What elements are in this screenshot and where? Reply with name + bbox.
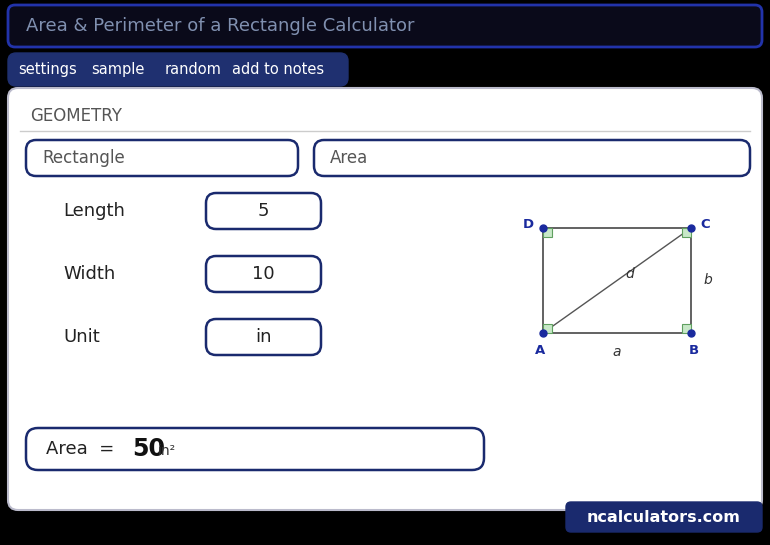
Text: sample: sample — [92, 62, 145, 77]
FancyBboxPatch shape — [314, 140, 750, 176]
Text: 10: 10 — [253, 265, 275, 283]
Text: Area & Perimeter of a Rectangle Calculator: Area & Perimeter of a Rectangle Calculat… — [26, 17, 414, 35]
Bar — [543, 228, 552, 237]
Text: random: random — [165, 62, 222, 77]
Text: A: A — [535, 344, 545, 357]
Text: D: D — [523, 219, 534, 232]
FancyBboxPatch shape — [26, 428, 484, 470]
FancyBboxPatch shape — [8, 88, 762, 510]
Text: Area  =: Area = — [46, 440, 120, 458]
Text: settings: settings — [18, 62, 77, 77]
FancyBboxPatch shape — [8, 53, 348, 86]
Text: C: C — [700, 219, 710, 232]
FancyBboxPatch shape — [566, 502, 762, 532]
Bar — [682, 324, 691, 333]
Text: Length: Length — [63, 202, 125, 220]
Text: 50: 50 — [132, 437, 165, 461]
FancyBboxPatch shape — [8, 5, 762, 47]
FancyBboxPatch shape — [206, 256, 321, 292]
Bar — [682, 228, 691, 237]
Bar — [543, 228, 691, 333]
FancyBboxPatch shape — [26, 140, 298, 176]
Text: Unit: Unit — [63, 328, 100, 346]
Text: 5: 5 — [258, 202, 269, 220]
Text: B: B — [689, 344, 699, 357]
Text: GEOMETRY: GEOMETRY — [30, 107, 122, 125]
Text: b: b — [703, 274, 711, 288]
FancyBboxPatch shape — [206, 193, 321, 229]
Text: Area: Area — [330, 149, 368, 167]
Text: in²: in² — [158, 444, 176, 458]
Text: d: d — [625, 268, 634, 282]
Text: Width: Width — [63, 265, 116, 283]
Text: Rectangle: Rectangle — [42, 149, 125, 167]
Text: add to notes: add to notes — [232, 62, 324, 77]
Text: a: a — [613, 345, 621, 359]
FancyBboxPatch shape — [206, 319, 321, 355]
Bar — [543, 324, 552, 333]
Text: ncalculators.com: ncalculators.com — [587, 510, 741, 524]
Text: in: in — [255, 328, 272, 346]
